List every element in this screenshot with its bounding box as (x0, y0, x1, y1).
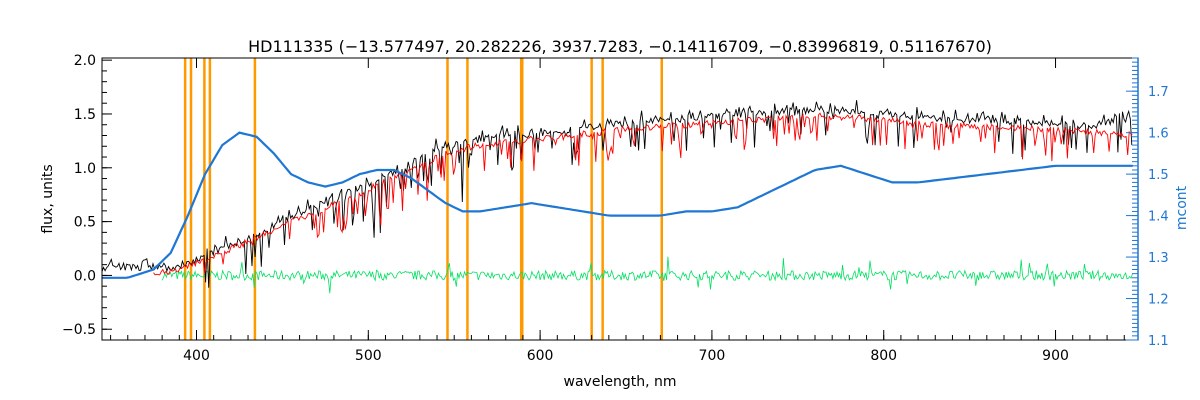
x-tick-label-2: 600 (527, 348, 554, 364)
y-tick-label-2: 0.5 (74, 215, 96, 231)
series-line-3 (102, 131, 1133, 279)
y-tick-label-0: −0.5 (62, 322, 96, 338)
series-layer (101, 100, 1133, 294)
chart-title: HD111335 (−13.577497, 20.282226, 3937.72… (248, 37, 992, 56)
x-tick-label-3: 700 (699, 348, 726, 364)
y2-axis-label: mcont (1174, 185, 1190, 230)
plot-frame (101, 57, 1139, 341)
y-tick-label-4: 1.5 (74, 107, 96, 123)
y2-tick-label-4: 1.5 (1148, 168, 1169, 183)
y2-tick-label-0: 1.1 (1148, 334, 1169, 349)
x-tick-label-0: 400 (183, 348, 210, 364)
x-axis-label: wavelength, nm (564, 374, 677, 390)
series-line-1 (153, 112, 1133, 276)
y-tick-label-3: 1.0 (74, 161, 96, 177)
y-tick-label-1: 0.0 (74, 268, 96, 284)
x-tick-label-4: 800 (870, 348, 897, 364)
series-line-2 (161, 256, 1133, 294)
y2-tick-label-5: 1.6 (1148, 127, 1169, 142)
y2-tick-label-1: 1.2 (1148, 293, 1169, 308)
y2-tick-label-2: 1.3 (1148, 251, 1169, 266)
x-tick-label-1: 500 (355, 348, 382, 364)
series-line-0 (101, 100, 1133, 288)
y2-tick-label-3: 1.4 (1148, 210, 1169, 225)
y-tick-label-5: 2.0 (74, 53, 96, 69)
reference-lines (183, 58, 663, 340)
y2-tick-label-6: 1.7 (1148, 85, 1169, 100)
y2-axis: 1.1 1.2 1.3 1.4 1.5 1.6 1.7 (1126, 57, 1169, 349)
x-tick-label-5: 900 (1042, 348, 1069, 364)
x-axis: 400 500 600 700 800 900 (110, 58, 1125, 364)
y-axis: −0.5 0.0 0.5 1.0 1.5 2.0 (62, 53, 112, 341)
y-axis-label: flux, units (40, 164, 56, 233)
